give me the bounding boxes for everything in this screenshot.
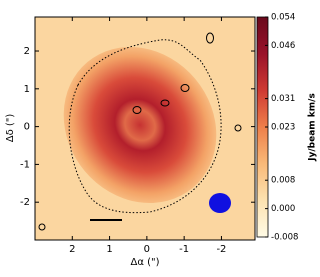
emission (63, 46, 217, 204)
image (35, 17, 255, 240)
y-tick-label: -1 (20, 159, 30, 170)
colorbar-tick-label: 0.046 (271, 41, 295, 51)
contour (160, 99, 170, 107)
x-tick-label: 0 (144, 244, 150, 255)
x-tick-label: -1 (179, 244, 189, 255)
colorbar-label: Jy/beam km/s (308, 93, 318, 162)
contour (38, 223, 46, 231)
y-axis-label: Δδ (") (5, 114, 16, 143)
x-axis-label: Δα (") (130, 257, 159, 268)
x-tick-label: -2 (216, 244, 226, 255)
y-tick-label: 2 (24, 46, 30, 57)
contour (68, 39, 222, 214)
colorbar-tick-label: 0.031 (271, 94, 295, 104)
x-tick-label: 1 (106, 244, 112, 255)
colorbar-tick-label: 0.023 (271, 123, 295, 133)
y-tick-label: 0 (24, 122, 30, 133)
contour (234, 124, 242, 132)
contour (180, 84, 190, 92)
y-tick-label: 1 (24, 84, 30, 95)
x-tick-label: 2 (69, 244, 75, 255)
y-tick-label: -2 (20, 197, 30, 208)
colorbar-tick-label: 0.000 (271, 204, 295, 214)
colorbar-tick-label: 0.054 (271, 13, 295, 23)
contour (206, 32, 214, 44)
colorbar-tick-label: 0.008 (271, 176, 295, 186)
contour (132, 106, 142, 114)
colorbar-tick-label: -0.008 (271, 233, 298, 243)
beam (209, 193, 231, 213)
frame (34, 16, 256, 241)
